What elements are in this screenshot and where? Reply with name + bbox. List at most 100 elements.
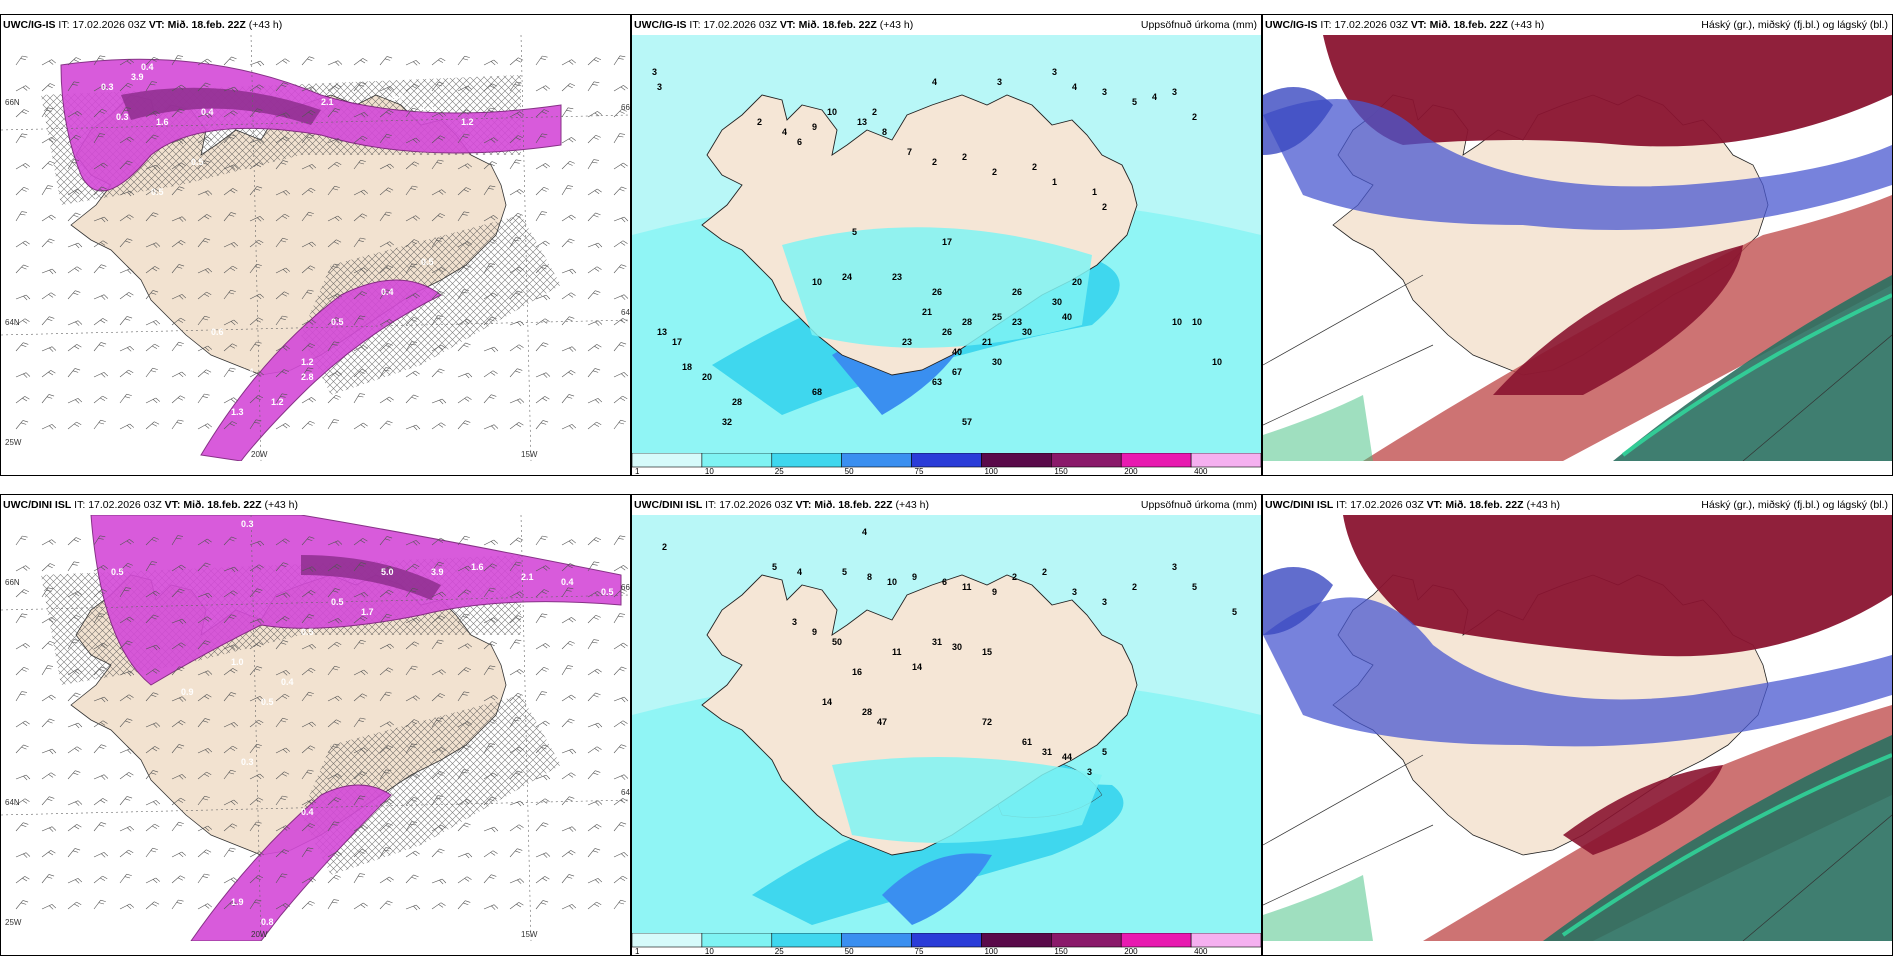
wind-barb <box>379 133 392 144</box>
wind-barb <box>249 666 263 676</box>
wind-barb <box>457 589 472 598</box>
wind-barb <box>431 795 444 806</box>
wind-barb <box>327 719 342 728</box>
wind-barb <box>93 162 108 170</box>
wind-barb <box>15 342 29 352</box>
wind-barb <box>327 185 340 196</box>
iceland-land <box>701 574 1138 856</box>
axis-label: 66N <box>621 103 630 112</box>
wind-barb <box>353 747 368 754</box>
wind-barb <box>15 798 30 806</box>
wind-barb <box>15 163 30 170</box>
wind-barb <box>67 901 82 910</box>
precip-value-label: 72 <box>982 717 992 727</box>
precip-value-label: 10 <box>1212 357 1222 367</box>
wind-barb <box>405 341 418 352</box>
precip-value-label: 4 <box>862 527 867 537</box>
wind-map: 66N64N25W20W15W66N64N0.30.40.31.63.90.42… <box>1 35 630 461</box>
wind-barb <box>613 696 629 703</box>
wind-barb <box>431 422 446 430</box>
wind-barb <box>613 294 629 300</box>
colorbar-tick-label: 150 <box>1054 947 1068 955</box>
wind-barb <box>301 187 316 196</box>
wind-barb <box>405 874 419 884</box>
wind-barb <box>353 189 369 196</box>
wind-barb <box>353 771 368 780</box>
wind-barb <box>353 291 368 300</box>
wind-barb <box>405 60 421 66</box>
wind-barb <box>197 873 210 884</box>
wind-barb <box>353 135 368 144</box>
wind-barb <box>275 538 290 546</box>
wind-barb <box>457 852 473 859</box>
wind-barb <box>379 211 392 222</box>
wind-barb <box>483 641 498 650</box>
wind-barb <box>405 316 419 326</box>
wind-barb <box>223 289 236 300</box>
wind-barb <box>379 900 393 910</box>
wind-barb <box>587 800 603 806</box>
wind-barb <box>353 848 367 858</box>
wind-barb <box>561 748 577 755</box>
wind-barb <box>301 799 316 806</box>
wind-barb <box>249 162 264 170</box>
wind-barb <box>223 319 239 326</box>
precip-colorbar: 1 10 25 50 75 100 150 200 400 <box>632 453 1261 475</box>
wind-barb <box>405 215 420 222</box>
wind-barb <box>93 666 107 676</box>
wind-barb <box>301 769 314 780</box>
wind-barb <box>431 770 445 780</box>
wind-barb <box>249 588 263 598</box>
wind-barb <box>457 85 473 92</box>
wind-barb <box>67 722 83 729</box>
wind-barb <box>301 110 316 118</box>
wind-barb <box>535 720 550 728</box>
wind-barb <box>197 190 213 196</box>
wind-barb <box>15 666 29 676</box>
wind-barb <box>119 238 133 248</box>
wind-barb <box>301 134 315 144</box>
wind-barb <box>223 847 236 858</box>
wind-barb <box>301 847 314 858</box>
precip-value-label: 3 <box>1052 67 1057 77</box>
wind-barb <box>327 540 343 546</box>
wind-barb <box>379 667 394 676</box>
wind-barb <box>613 798 628 806</box>
wind-value-label: 1.6 <box>156 117 169 127</box>
wind-barb <box>431 189 446 196</box>
wind-barb <box>119 190 135 197</box>
wind-barb <box>197 315 210 326</box>
colorbar-tick-label: 150 <box>1054 467 1068 475</box>
wind-barb <box>275 58 290 66</box>
wind-barb <box>431 717 444 728</box>
wind-barb <box>613 342 627 352</box>
precip-value-label: 3 <box>652 67 657 77</box>
wind-barb <box>171 774 187 780</box>
wind-barb <box>171 744 185 754</box>
wind-barb <box>171 240 186 248</box>
wind-barb <box>41 904 57 910</box>
wind-barb <box>535 318 550 326</box>
wind-barb <box>405 743 418 754</box>
wind-barb <box>379 847 392 858</box>
wind-barb <box>587 878 603 884</box>
wind-barb <box>223 901 238 910</box>
wind-barb <box>197 592 213 599</box>
wind-barb <box>483 107 496 118</box>
wind-barb <box>587 57 602 66</box>
colorbar-swatch <box>911 933 982 948</box>
wind-barb <box>275 640 289 650</box>
wind-barb <box>431 81 444 92</box>
precip-value-label: 47 <box>877 717 887 727</box>
wind-barb <box>405 773 420 780</box>
precip-value-label: 28 <box>962 317 972 327</box>
wind-barb <box>509 81 522 92</box>
wind-barb <box>587 134 601 144</box>
wind-barb <box>405 239 420 248</box>
wind-barb <box>509 237 522 248</box>
precip-value-label: 1 <box>1052 177 1057 187</box>
wind-barb <box>275 136 290 144</box>
wind-barb <box>275 267 291 274</box>
wind-barb <box>353 213 368 222</box>
